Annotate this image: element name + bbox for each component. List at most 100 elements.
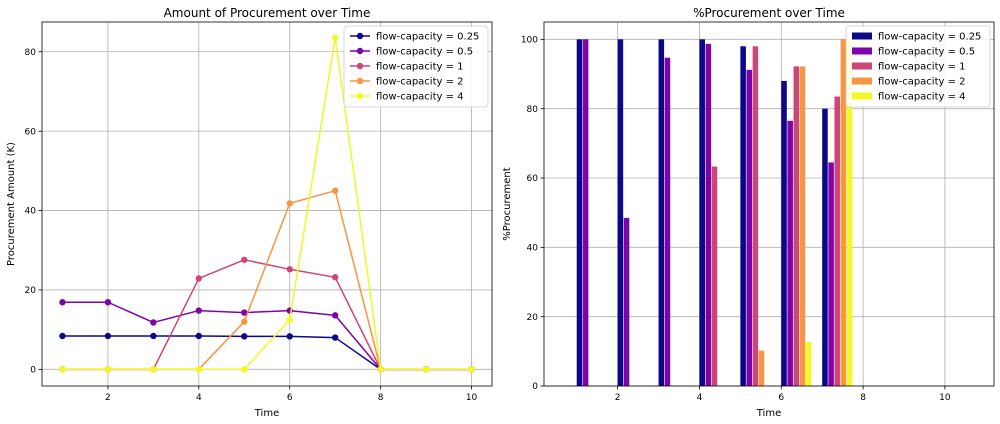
bar-flow-capacity-0-25	[576, 39, 583, 386]
legend-marker-flow-capacity-2	[356, 77, 364, 85]
legend-swatch-flow-capacity-2	[852, 77, 872, 85]
bar-flow-capacity-0-5	[705, 43, 712, 387]
legend-label-flow-capacity-1: flow-capacity = 1	[878, 62, 966, 73]
x-tick-label: 2	[615, 393, 621, 403]
plot-frame	[543, 21, 995, 387]
legend-box	[343, 25, 489, 108]
bar-flow-capacity-0-5	[582, 39, 589, 386]
bar-flow-capacity-0-25	[699, 39, 705, 386]
legend-swatch-flow-capacity-0-5	[852, 47, 872, 55]
data-point-flow-capacity-4	[241, 366, 248, 373]
axis-ticks: 2 4 6 8 10 0 20 40 60 80	[25, 48, 478, 403]
legend-marker-flow-capacity-4	[356, 92, 364, 100]
data-point-flow-capacity-0-5	[241, 309, 248, 316]
y-tick-label: 60	[527, 174, 539, 184]
data-point-flow-capacity-1	[331, 274, 339, 281]
chart-title: %Procurement over Time	[693, 6, 845, 20]
y-tick-label: 20	[527, 313, 539, 323]
legend-swatch-flow-capacity-4	[852, 92, 872, 100]
bar-flow-capacity-0-25	[740, 46, 746, 387]
data-point-flow-capacity-0-25	[241, 333, 248, 340]
bar-flow-capacity-0-25	[822, 108, 828, 387]
legend-label-flow-capacity-4: flow-capacity = 4	[878, 92, 966, 103]
legend-swatch-flow-capacity-0-25	[852, 32, 872, 40]
y-axis-label: Procurement Amount (K)	[6, 142, 17, 266]
data-point-flow-capacity-2	[286, 200, 293, 207]
bar-flow-capacity-0-25	[781, 80, 787, 386]
bar-flow-capacity-1	[793, 66, 800, 386]
bar-flow-capacity-0-25	[658, 39, 665, 386]
bar-flow-capacity-2	[840, 39, 847, 386]
data-point-flow-capacity-4	[104, 366, 112, 373]
x-tick-label: 10	[939, 393, 951, 403]
bar-flow-capacity-0-25	[617, 39, 624, 386]
data-point-flow-capacity-4	[422, 366, 430, 373]
series-marks	[576, 39, 853, 387]
y-tick-label: 0	[30, 366, 36, 376]
legend: flow-capacity = 0.25 flow-capacity = 0.5 f…	[845, 25, 991, 108]
legend-label-flow-capacity-4: flow-capacity = 4	[376, 92, 464, 103]
data-point-flow-capacity-0-5	[59, 299, 66, 306]
y-tick-label: 40	[527, 244, 539, 254]
bar-flow-capacity-0-5	[623, 217, 630, 386]
x-tick-label: 6	[778, 393, 784, 403]
data-point-flow-capacity-1	[195, 275, 203, 282]
x-axis-label: Time	[756, 408, 781, 419]
bar-flow-capacity-2	[758, 350, 765, 386]
series-marks	[59, 34, 475, 373]
legend-marker-flow-capacity-0-5	[356, 47, 364, 55]
data-point-flow-capacity-4	[286, 316, 293, 323]
bar-flow-capacity-1	[834, 96, 840, 387]
legend-label-flow-capacity-2: flow-capacity = 2	[376, 77, 464, 88]
x-tick-label: 2	[105, 393, 111, 403]
x-tick-label: 6	[287, 393, 293, 403]
line-chart-procurement-amount: 2 4 6 8 10 0 20 40 60 80 Amount of Procurement ov…	[6, 6, 493, 419]
data-point-flow-capacity-1	[241, 256, 248, 263]
data-point-flow-capacity-0-5	[104, 299, 112, 306]
y-axis-label: %Procurement	[502, 167, 513, 240]
data-point-flow-capacity-0-25	[150, 332, 157, 340]
data-point-flow-capacity-0-5	[150, 319, 157, 326]
x-tick-label: 4	[697, 393, 703, 403]
y-tick-label: 40	[25, 207, 37, 217]
x-tick-label: 8	[378, 393, 384, 403]
legend-swatch-flow-capacity-1	[852, 62, 872, 70]
legend-box	[845, 25, 991, 108]
x-axis-label: Time	[254, 408, 279, 419]
y-tick-label: 0	[532, 382, 538, 392]
data-point-flow-capacity-4	[377, 366, 384, 373]
data-point-flow-capacity-2	[241, 318, 248, 325]
series-line-flow-capacity-4	[62, 37, 472, 371]
bar-flow-capacity-0-5	[746, 69, 753, 386]
bar-flow-capacity-4	[805, 341, 812, 386]
bar-flow-capacity-4	[846, 39, 853, 386]
y-tick-label: 80	[527, 105, 539, 115]
legend-marker-flow-capacity-1	[356, 62, 364, 70]
bar-flow-capacity-0-5	[664, 57, 671, 386]
x-tick-label: 4	[196, 393, 202, 403]
data-point-flow-capacity-4	[150, 366, 157, 373]
legend-label-flow-capacity-0-5: flow-capacity = 0.5	[376, 47, 473, 58]
data-point-flow-capacity-4	[468, 366, 475, 373]
y-tick-label: 100	[521, 36, 538, 46]
legend: flow-capacity = 0.25 flow-capacity = 0.5 f…	[343, 25, 489, 108]
y-tick-label: 20	[25, 286, 37, 296]
data-point-flow-capacity-4	[195, 366, 203, 373]
legend-label-flow-capacity-1: flow-capacity = 1	[376, 62, 464, 73]
y-tick-label: 60	[25, 127, 37, 137]
data-point-flow-capacity-2	[331, 187, 339, 194]
x-tick-label: 10	[466, 393, 478, 403]
legend-label-flow-capacity-2: flow-capacity = 2	[878, 77, 966, 88]
bar-flow-capacity-1	[711, 166, 718, 386]
data-point-flow-capacity-0-5	[195, 307, 203, 314]
data-point-flow-capacity-4	[59, 366, 66, 373]
data-point-flow-capacity-0-5	[331, 312, 339, 319]
legend-label-flow-capacity-0-25: flow-capacity = 0.25	[376, 32, 479, 43]
data-point-flow-capacity-1	[286, 266, 293, 273]
y-tick-label: 80	[25, 48, 37, 58]
bar-flow-capacity-2	[799, 66, 806, 386]
bar-flow-capacity-1	[752, 46, 759, 387]
